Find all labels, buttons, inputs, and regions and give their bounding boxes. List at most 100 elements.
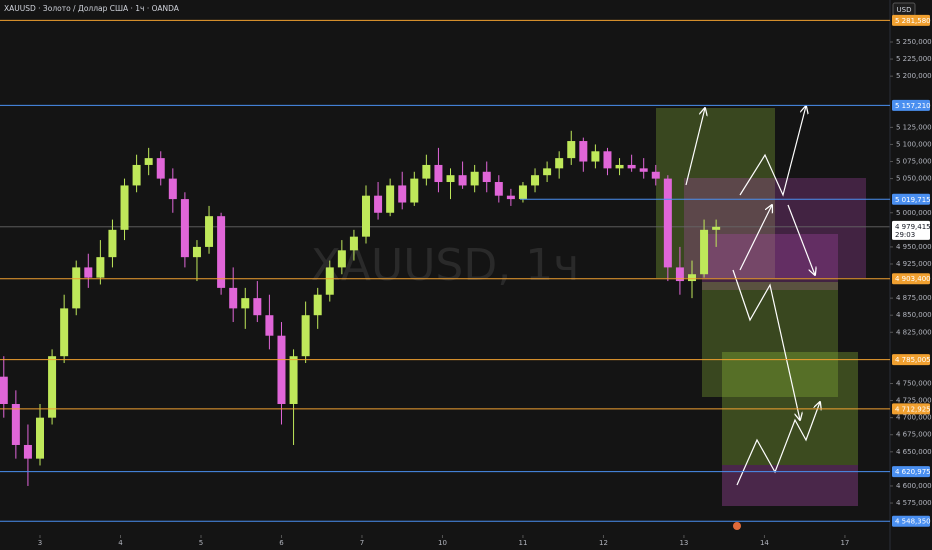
- candle-body: [567, 141, 576, 159]
- candle-body: [349, 236, 358, 251]
- candle-body: [712, 226, 721, 230]
- level-label: 5 019,715: [895, 196, 931, 204]
- candle-body: [253, 298, 262, 316]
- current-price-label: 4 979,415: [895, 223, 931, 231]
- x-tick-label: 3: [38, 539, 42, 547]
- candle-body: [205, 216, 214, 247]
- y-tick-label: 4 950,000: [896, 243, 932, 251]
- y-tick-label: 4 750,000: [896, 380, 932, 388]
- candle-body: [337, 250, 346, 268]
- level-label-box: [892, 403, 930, 415]
- candle-body: [313, 294, 322, 316]
- countdown: 29:03: [895, 231, 915, 239]
- level-label-box: [892, 14, 930, 26]
- y-tick-label: 4 700,000: [896, 414, 932, 422]
- drawing-arrows: [685, 106, 820, 486]
- candle-body: [84, 267, 93, 278]
- zone: [656, 108, 775, 278]
- candle-body: [603, 151, 612, 169]
- candle-body: [687, 274, 696, 282]
- candle-body: [361, 195, 370, 237]
- candle-body: [301, 315, 310, 357]
- y-tick-label: 4 850,000: [896, 311, 932, 319]
- candle-body: [518, 185, 527, 200]
- y-tick-label: 5 125,000: [896, 123, 932, 131]
- candle-body: [0, 376, 8, 404]
- drawing-zones: [656, 108, 866, 506]
- candle-body: [555, 158, 564, 169]
- x-tick-label: 10: [438, 539, 447, 547]
- candle-body: [675, 267, 684, 282]
- candle-body: [398, 185, 407, 203]
- x-tick-label: 4: [118, 539, 123, 547]
- candle-body: [72, 267, 81, 309]
- candle-body: [180, 199, 189, 258]
- y-tick-label: 5 225,000: [896, 55, 932, 63]
- arrow: [732, 269, 800, 420]
- candle-body: [579, 141, 588, 162]
- candle-body: [217, 216, 226, 288]
- candle-body: [458, 175, 467, 186]
- candle-body: [156, 158, 165, 179]
- y-tick-label: 4 825,000: [896, 328, 932, 336]
- candle-body: [506, 195, 515, 200]
- level-label: 5 157,210: [895, 102, 931, 110]
- candle-body: [410, 178, 419, 203]
- x-tick-label: 6: [279, 539, 284, 547]
- candle-body: [23, 444, 32, 459]
- level-label-box: [892, 354, 930, 366]
- arrow: [787, 204, 815, 275]
- y-tick-label: 5 075,000: [896, 158, 932, 166]
- zone: [702, 282, 838, 397]
- candle-body: [144, 158, 153, 165]
- y-tick-label: 5 250,000: [896, 38, 932, 46]
- candle-body: [531, 175, 540, 186]
- candle-body: [108, 229, 117, 258]
- zone: [702, 234, 838, 290]
- y-tick-label: 4 650,000: [896, 448, 932, 456]
- arrow: [739, 205, 772, 271]
- candle-body: [639, 168, 648, 172]
- y-tick-label: 5 000,000: [896, 209, 932, 217]
- arrow: [739, 106, 806, 197]
- candle-body: [543, 168, 552, 176]
- candle-body: [663, 178, 672, 268]
- arrow: [736, 402, 820, 486]
- candle-body: [651, 171, 660, 179]
- x-tick-label: 13: [679, 539, 688, 547]
- candle-body: [325, 267, 334, 295]
- level-label-box: [892, 99, 930, 111]
- candle-body: [168, 178, 177, 200]
- candle-body: [265, 315, 274, 336]
- y-tick-label: 4 600,000: [896, 482, 932, 490]
- candle-body: [422, 164, 431, 179]
- candle-body: [229, 287, 238, 309]
- candle-body: [591, 151, 600, 162]
- y-tick-label: 4 675,000: [896, 431, 932, 439]
- candle-body: [482, 171, 491, 183]
- level-label-box: [892, 515, 930, 527]
- candle-body: [700, 229, 709, 275]
- x-tick-label: 17: [840, 539, 849, 547]
- candle-body: [277, 335, 286, 404]
- candle-body: [120, 185, 129, 230]
- candle-body: [627, 164, 636, 169]
- candle-body: [132, 164, 141, 186]
- x-tick-label: 7: [360, 539, 364, 547]
- level-label-box: [892, 273, 930, 285]
- currency: USD: [897, 6, 912, 14]
- level-label: 5 281,580: [895, 17, 931, 25]
- candle-body: [434, 164, 443, 183]
- level-label: 4 903,400: [895, 275, 931, 283]
- candle-body: [96, 257, 105, 278]
- candle-body: [36, 417, 45, 459]
- y-tick-label: 4 875,000: [896, 294, 932, 302]
- level-label: 4 785,005: [895, 356, 931, 364]
- candle-body: [48, 356, 57, 418]
- candle-body: [60, 308, 69, 357]
- y-tick-label: 5 050,000: [896, 175, 932, 183]
- y-tick-label: 5 100,000: [896, 140, 932, 148]
- event-icon: [733, 522, 741, 530]
- level-label: 4 548,350: [895, 518, 931, 526]
- current-price-box: [892, 220, 930, 240]
